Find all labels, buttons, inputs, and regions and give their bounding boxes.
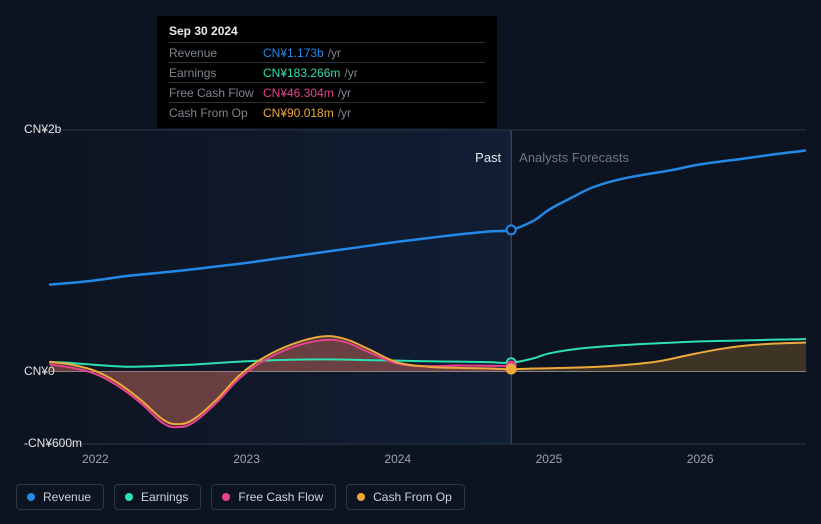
tooltip-row-label: Free Cash Flow (169, 86, 263, 100)
y-axis-label: CN¥0 (24, 364, 55, 378)
tooltip-row-label: Revenue (169, 46, 263, 60)
legend-item-label: Revenue (43, 490, 91, 504)
tooltip-row: RevenueCN¥1.173b/yr (169, 42, 485, 62)
legend-dot-icon (222, 493, 230, 501)
tooltip-row-value: CN¥46.304m (263, 86, 334, 100)
y-axis-label: CN¥2b (24, 122, 61, 136)
x-axis-label: 2025 (536, 452, 563, 466)
legend-item-revenue[interactable]: Revenue (16, 484, 104, 510)
legend-item-fcf[interactable]: Free Cash Flow (211, 484, 336, 510)
y-axis-label: -CN¥600m (24, 436, 82, 450)
chart-legend: Revenue Earnings Free Cash Flow Cash From O… (16, 484, 465, 510)
tooltip-row: Free Cash FlowCN¥46.304m/yr (169, 82, 485, 102)
tooltip-row-unit: /yr (328, 46, 341, 60)
tooltip-row-label: Earnings (169, 66, 263, 80)
x-axis-label: 2024 (384, 452, 411, 466)
tooltip-row-value: CN¥183.266m (263, 66, 340, 80)
tooltip-row-value: CN¥90.018m (263, 106, 334, 120)
tooltip-row: Cash From OpCN¥90.018m/yr (169, 102, 485, 122)
legend-dot-icon (125, 493, 133, 501)
tooltip-row-value: CN¥1.173b (263, 46, 324, 60)
tooltip-title: Sep 30 2024 (169, 24, 485, 42)
x-axis-label: 2026 (687, 452, 714, 466)
forecast-section-label: Analysts Forecasts (519, 150, 629, 165)
tooltip-row: EarningsCN¥183.266m/yr (169, 62, 485, 82)
legend-item-label: Cash From Op (373, 490, 452, 504)
legend-dot-icon (27, 493, 35, 501)
tooltip-row-unit: /yr (344, 66, 357, 80)
chart-tooltip: Sep 30 2024 RevenueCN¥1.173b/yrEarningsC… (157, 16, 497, 128)
x-axis-label: 2023 (233, 452, 260, 466)
revenue-marker (507, 225, 516, 234)
legend-item-label: Free Cash Flow (238, 490, 323, 504)
cfo-marker (507, 365, 516, 374)
x-axis-label: 2022 (82, 452, 109, 466)
tooltip-row-label: Cash From Op (169, 106, 263, 120)
legend-item-earnings[interactable]: Earnings (114, 484, 201, 510)
past-section-label: Past (475, 150, 501, 165)
legend-dot-icon (357, 493, 365, 501)
financial-chart: CN¥2b CN¥0 -CN¥600m 2022 2023 2024 2025 2026 P… (16, 0, 806, 470)
tooltip-row-unit: /yr (338, 86, 351, 100)
legend-item-label: Earnings (141, 490, 188, 504)
tooltip-row-unit: /yr (338, 106, 351, 120)
legend-item-cfo[interactable]: Cash From Op (346, 484, 465, 510)
